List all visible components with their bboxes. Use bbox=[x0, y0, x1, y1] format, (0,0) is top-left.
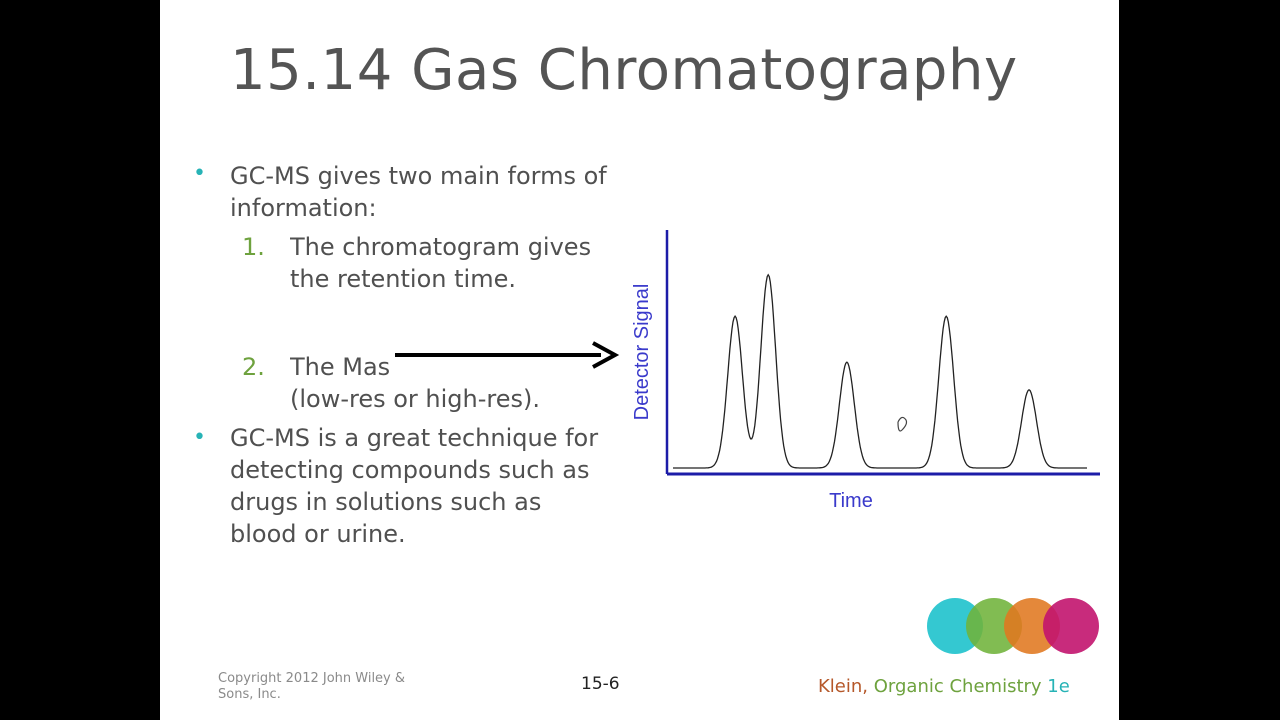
logo-circle bbox=[927, 598, 983, 654]
logo-circle bbox=[1004, 598, 1060, 654]
bullet-icon: • bbox=[193, 161, 206, 186]
subitem-2-text: The Mas bbox=[290, 353, 391, 381]
slide-title: 15.14 Gas Chromatography bbox=[230, 38, 1018, 103]
brand-edition: 1e bbox=[1047, 676, 1070, 697]
signal-trace bbox=[673, 273, 1087, 469]
bullet-2: GC-MS is a great technique for detecting… bbox=[230, 424, 599, 548]
copyright-notice: Copyright 2012 John Wiley & Sons, Inc. bbox=[218, 671, 406, 702]
publisher-logo bbox=[927, 598, 1099, 654]
page-number: 15-6 bbox=[581, 674, 620, 694]
footer-brand: Klein, Organic Chemistry 1e bbox=[818, 676, 1070, 697]
brand-title: Organic Chemistry bbox=[873, 676, 1042, 697]
subitem-2-line2: (low-res or high-res). bbox=[290, 385, 541, 413]
subitem-number-2: 2. bbox=[242, 353, 265, 381]
bullet-1: GC-MS gives two main forms of informatio… bbox=[230, 162, 607, 222]
cursor-mark bbox=[897, 416, 908, 432]
arrow-right-icon bbox=[395, 341, 620, 369]
logo-circle bbox=[1043, 598, 1099, 654]
chromatogram-chart: Time Detector Signal bbox=[631, 230, 1100, 512]
brand-author: Klein, bbox=[818, 676, 869, 697]
subitem-1-line2: the retention time. bbox=[290, 265, 516, 293]
subitem-1-line1: The chromatogram gives bbox=[290, 233, 592, 261]
slide: 15.14 Gas Chromatography • GC-MS gives t… bbox=[160, 0, 1119, 720]
y-axis-label: Detector Signal bbox=[631, 284, 653, 421]
subitem-2-line1: The Mas bbox=[290, 351, 398, 383]
bullet-icon: • bbox=[193, 425, 206, 450]
subitem-number-1: 1. bbox=[242, 233, 265, 261]
x-axis-label: Time bbox=[829, 490, 873, 512]
